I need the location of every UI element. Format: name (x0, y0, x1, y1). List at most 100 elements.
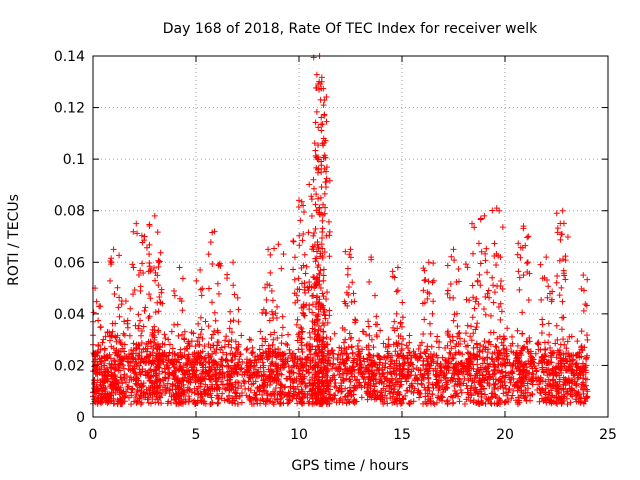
data-point (116, 362, 123, 369)
data-point (309, 292, 316, 299)
data-point (269, 399, 276, 406)
data-point (557, 355, 564, 362)
data-point (484, 269, 491, 276)
data-point (461, 375, 468, 382)
data-point (108, 361, 115, 368)
data-point (119, 345, 126, 352)
data-point (168, 328, 175, 335)
data-point (227, 380, 234, 387)
data-point (126, 332, 133, 339)
data-point (397, 350, 404, 357)
data-point (472, 326, 479, 333)
x-tick-label: 25 (599, 427, 617, 443)
data-point (121, 392, 128, 399)
data-point (394, 343, 401, 350)
data-point (307, 346, 314, 353)
data-point (323, 395, 330, 402)
data-point (182, 396, 189, 403)
data-point (296, 242, 303, 249)
data-point (273, 314, 280, 321)
data-point (342, 336, 349, 343)
data-point (121, 318, 128, 325)
data-point (214, 280, 221, 287)
data-point (320, 135, 327, 142)
data-point (445, 355, 452, 362)
data-point (408, 380, 415, 387)
data-point (296, 197, 302, 204)
data-point (112, 320, 119, 327)
data-point (497, 360, 504, 367)
data-point (574, 338, 581, 345)
data-point (498, 375, 505, 382)
data-point (156, 370, 163, 377)
data-point (132, 344, 139, 351)
data-point (375, 352, 382, 359)
data-point (267, 251, 274, 258)
data-point (236, 356, 243, 363)
data-point (252, 357, 259, 364)
data-point (120, 330, 127, 337)
data-point (154, 229, 161, 236)
data-point (258, 372, 265, 379)
data-point (556, 378, 563, 385)
data-point (373, 313, 380, 320)
data-point (238, 399, 245, 406)
data-point (129, 261, 136, 268)
data-point (121, 398, 128, 405)
data-point (394, 391, 401, 398)
data-point (379, 370, 386, 377)
data-point (295, 331, 302, 338)
data-point (247, 357, 254, 364)
data-point (378, 387, 385, 394)
data-point (310, 385, 317, 392)
data-point (449, 355, 456, 362)
data-point (269, 390, 276, 397)
data-point (520, 373, 527, 380)
data-point (460, 380, 467, 387)
data-point (493, 262, 500, 269)
data-point (294, 383, 301, 390)
data-point (312, 147, 319, 154)
data-point (266, 398, 273, 405)
data-point (324, 319, 331, 326)
data-point (403, 342, 410, 349)
data-point (336, 361, 343, 368)
data-point (138, 339, 145, 346)
data-point (176, 393, 183, 400)
data-point (101, 354, 108, 361)
data-point (363, 331, 370, 338)
data-point (114, 385, 121, 392)
data-point (123, 379, 130, 386)
data-point (95, 387, 102, 394)
data-point (309, 395, 316, 402)
data-point (197, 397, 204, 404)
data-point (259, 352, 266, 359)
data-point (322, 204, 329, 211)
data-point (465, 377, 472, 384)
data-point (374, 333, 381, 340)
data-point (198, 292, 205, 299)
data-point (315, 156, 322, 163)
data-point (138, 399, 145, 406)
data-point (265, 354, 272, 361)
data-point (468, 358, 475, 365)
data-point (278, 400, 285, 407)
data-point (238, 332, 245, 339)
data-point (399, 400, 406, 407)
x-tick-label: 0 (89, 427, 98, 443)
data-point (382, 344, 389, 351)
data-point (319, 229, 326, 236)
data-point (138, 332, 145, 339)
data-point (286, 346, 293, 353)
data-point (542, 353, 549, 360)
data-point (314, 383, 321, 390)
data-point (471, 379, 478, 386)
data-point (520, 272, 527, 279)
data-point (553, 210, 560, 217)
data-point (314, 337, 321, 344)
data-point (133, 220, 140, 227)
data-point (579, 360, 586, 367)
data-point (298, 198, 305, 205)
data-point (363, 365, 370, 372)
data-point (99, 339, 106, 346)
